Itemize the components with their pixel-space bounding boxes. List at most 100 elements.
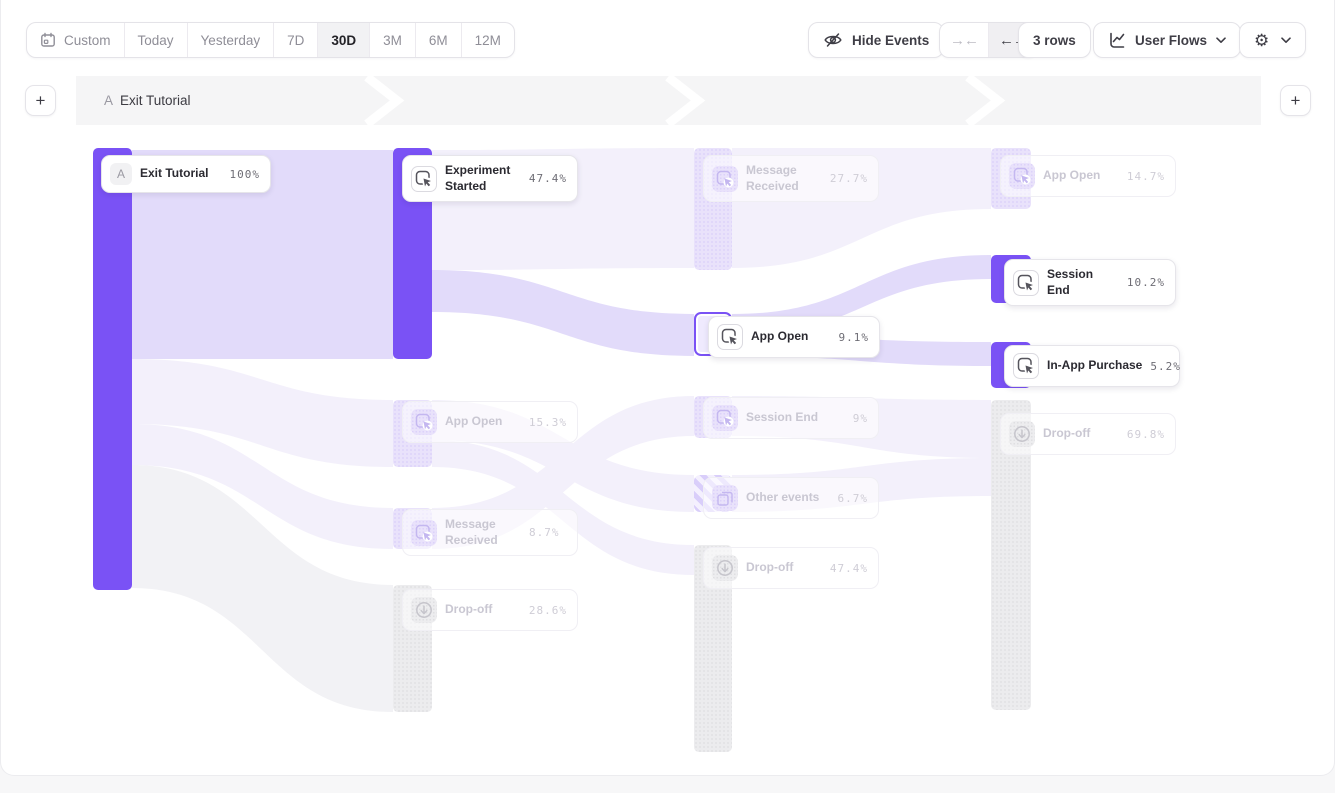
node-percent: 69.8% (1126, 427, 1165, 441)
flow-node-in-app-purchase-4[interactable]: In-App Purchase 5.2% (1004, 345, 1180, 387)
dropoff-icon (1009, 421, 1035, 447)
flow-link-faint-dropoff (132, 465, 393, 712)
node-label: App Open (1043, 168, 1101, 183)
hide-events-label: Hide Events (852, 32, 930, 48)
flow-node-experiment-started[interactable]: Experiment Started 47.4% (402, 155, 578, 203)
rows-label: 3 rows (1033, 32, 1076, 48)
date-range-12m[interactable]: 12M (474, 32, 501, 48)
node-label: Message Received (445, 517, 498, 547)
node-percent: 9.1% (838, 330, 869, 344)
user-flows-chart-icon (1108, 31, 1126, 49)
flow-link-faint (132, 424, 393, 549)
node-percent: 15.3% (528, 415, 567, 429)
event-letter-badge: A (110, 163, 132, 185)
node-percent: 27.7% (829, 172, 868, 186)
node-percent: 47.4% (829, 561, 868, 575)
flow-node-drop-off-2[interactable]: Drop-off 28.6% (402, 589, 578, 631)
flow-node-app-open-2[interactable]: App Open 15.3% (402, 401, 578, 443)
settings-button[interactable]: ⚙ (1239, 22, 1307, 58)
flow-report-panel: Custom Today Yesterday 7D 30D 3M 6M 12M … (0, 0, 1335, 776)
node-label: App Open (751, 329, 809, 344)
node-percent: 10.2% (1126, 276, 1165, 290)
node-label: Session End (746, 410, 819, 425)
start-event-badge: A (104, 93, 114, 108)
dropoff-icon (712, 555, 738, 581)
node-label: Experiment Started (445, 163, 511, 193)
node-percent: 5.2% (1150, 359, 1181, 373)
flow-node-exit-tutorial[interactable]: A Exit Tutorial 100% (101, 155, 271, 193)
gear-icon: ⚙ (1254, 30, 1270, 50)
flow-node-session-end-3[interactable]: Session End 9% (703, 397, 879, 439)
flow-node-app-open-3[interactable]: App Open 9.1% (708, 316, 880, 358)
date-range-3m[interactable]: 3M (370, 23, 416, 57)
event-icon (1009, 163, 1035, 189)
node-percent: 100% (229, 167, 260, 181)
event-icon (717, 324, 743, 350)
event-icon (411, 409, 437, 435)
flow-bar-exit-tutorial[interactable] (93, 148, 132, 590)
flow-link-experiment-to-appopen (432, 270, 694, 356)
node-label: Message Received (746, 163, 799, 193)
calendar-icon (40, 32, 56, 48)
flow-node-app-open-4[interactable]: App Open 14.7% (1000, 155, 1176, 197)
node-percent: 9% (852, 411, 868, 425)
eye-off-icon (823, 30, 843, 50)
page-background-strip (0, 776, 1335, 793)
column-separator-chevron (364, 76, 405, 125)
start-event-breadcrumb[interactable]: A Exit Tutorial (104, 76, 191, 125)
column-separator-chevron (965, 76, 1006, 125)
event-icon (1013, 269, 1039, 296)
node-percent: 28.6% (528, 603, 567, 617)
view-selector-label: User Flows (1135, 32, 1208, 48)
node-percent: 47.4% (528, 172, 567, 186)
date-range-group: Custom Today Yesterday 7D 30D 3M 6M 12M (26, 22, 515, 58)
add-step-left-button[interactable]: + (25, 85, 56, 116)
dropoff-icon (411, 597, 437, 623)
node-label: App Open (445, 414, 503, 429)
hide-events-button[interactable]: Hide Events (808, 22, 945, 58)
node-label: Other events (746, 490, 820, 505)
rows-button[interactable]: 3 rows (1018, 22, 1091, 58)
event-icon (1013, 353, 1039, 379)
event-icon (712, 405, 738, 431)
flow-node-message-received-2[interactable]: Message Received 8.7% (402, 509, 578, 557)
node-label: Exit Tutorial (140, 166, 209, 181)
flow-node-other-events-3[interactable]: Other events 6.7% (703, 477, 879, 519)
flow-link-faint (432, 440, 694, 575)
start-event-title: Exit Tutorial (120, 93, 191, 108)
date-range-6m[interactable]: 6M (416, 23, 462, 57)
node-label: Drop-off (746, 560, 794, 575)
node-percent: 8.7% (529, 526, 560, 540)
view-selector-button[interactable]: User Flows (1093, 22, 1242, 58)
date-range-label: Custom (64, 32, 111, 48)
flow-node-drop-off-3[interactable]: Drop-off 47.4% (703, 547, 879, 589)
node-label: Session End (1047, 267, 1094, 297)
step-header-band: A Exit Tutorial (76, 76, 1261, 125)
event-icon (712, 165, 738, 192)
column-separator-chevron (665, 76, 706, 125)
other-events-icon (712, 485, 738, 511)
flow-node-drop-off-4[interactable]: Drop-off 69.8% (1000, 413, 1176, 455)
flow-link-faint (132, 359, 393, 467)
date-range-7d[interactable]: 7D (274, 23, 319, 57)
node-label: Drop-off (445, 602, 493, 617)
node-percent: 6.7% (837, 491, 868, 505)
toolbar: Custom Today Yesterday 7D 30D 3M 6M 12M … (1, 22, 1334, 58)
flow-node-session-end-4[interactable]: Session End 10.2% (1004, 259, 1176, 307)
flow-link-appopen-to-sessionend (732, 255, 991, 336)
date-range-today[interactable]: Today (125, 23, 188, 57)
flow-canvas: A Exit Tutorial 100% Experiment Started … (76, 128, 1261, 770)
date-range-30d[interactable]: 30D (318, 23, 371, 57)
event-icon (411, 165, 437, 192)
add-step-right-button[interactable]: + (1280, 85, 1311, 116)
date-range-custom[interactable]: Custom (27, 23, 125, 57)
node-label: In-App Purchase (1047, 358, 1143, 373)
event-icon (411, 519, 437, 546)
flow-link-exit-to-experiment (132, 150, 393, 359)
date-range-yesterday[interactable]: Yesterday (188, 23, 275, 57)
collapse-columns-button[interactable]: →← (940, 23, 989, 57)
flow-node-message-received-3[interactable]: Message Received 27.7% (703, 155, 879, 203)
chevron-down-icon (1216, 37, 1226, 44)
node-label: Drop-off (1043, 426, 1091, 441)
node-percent: 14.7% (1126, 169, 1165, 183)
